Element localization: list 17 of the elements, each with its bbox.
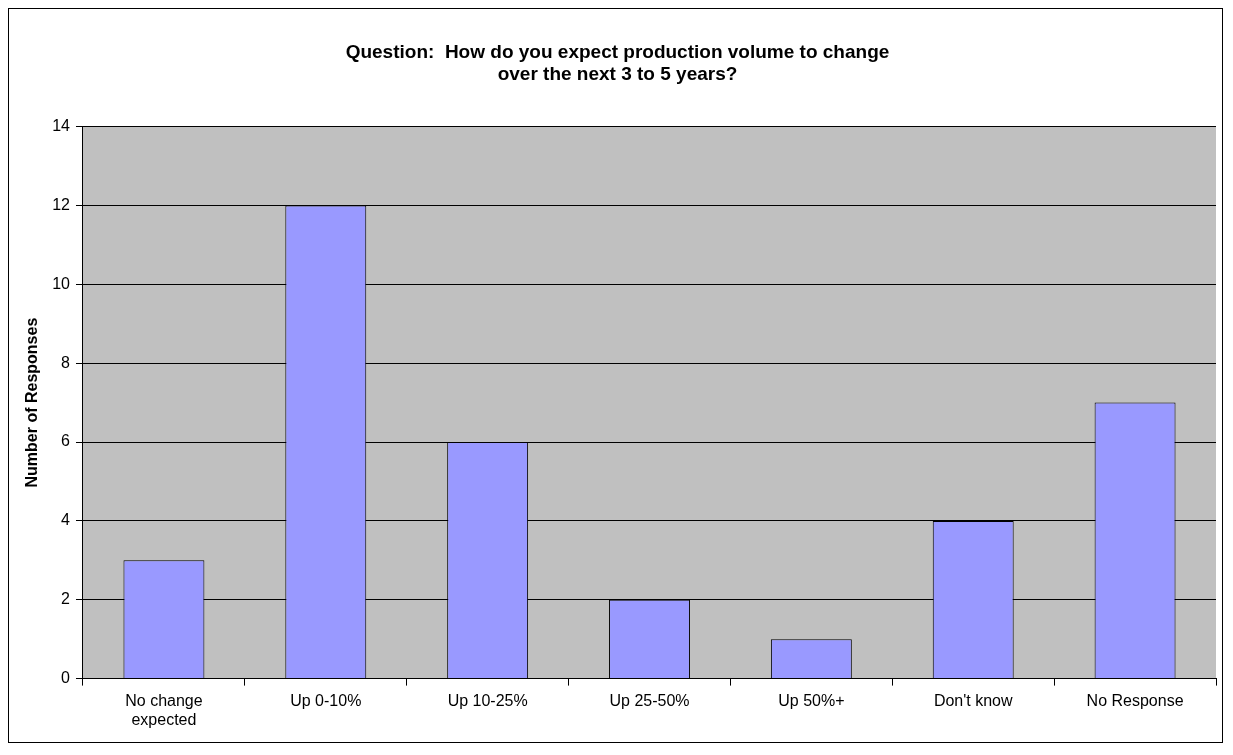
y-tick-label: 10 [52,274,71,292]
y-tick-label: 12 [52,195,71,213]
y-tick-label: 8 [61,353,71,371]
x-tick-label: Up 25-50% [609,691,690,709]
x-tick-label: Up 10-25% [447,691,528,709]
y-tick-label: 4 [61,511,71,529]
y-tick-label: 2 [61,590,71,608]
y-tick-label: 6 [61,432,71,450]
chart-title: Question: How do you expect production volume to change over the next 3 to 5 years? [345,40,890,85]
x-tick-label: Don't know [933,691,1013,709]
x-tick-label: No change expected [125,691,203,728]
x-tick-label: Up 0-10% [290,691,362,709]
y-axis-title: Number of Responses [23,317,41,488]
x-tick-label: No Response [1086,691,1184,709]
y-tick-label: 0 [61,669,71,687]
y-tick-label: 14 [52,117,71,135]
x-tick-label: Up 50%+ [778,691,845,709]
